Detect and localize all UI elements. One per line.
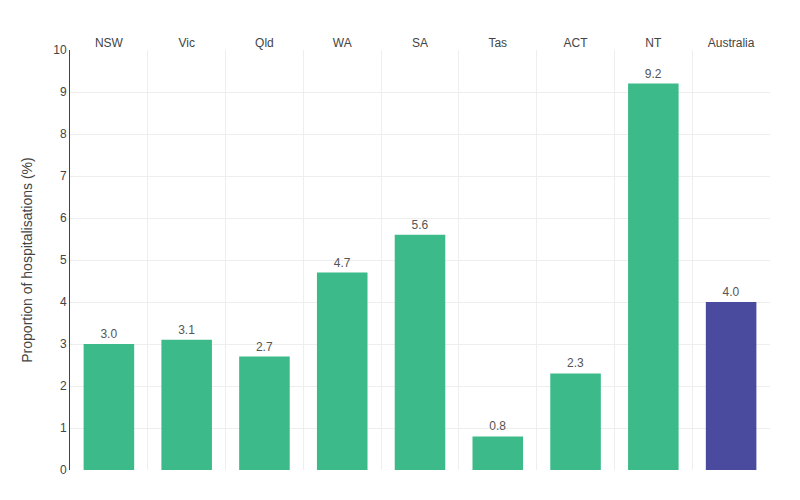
svg-text:ACT: ACT — [564, 36, 589, 50]
svg-text:9: 9 — [60, 85, 67, 99]
svg-text:9.2: 9.2 — [645, 67, 662, 81]
svg-text:WA: WA — [333, 36, 352, 50]
svg-text:4.0: 4.0 — [723, 285, 740, 299]
svg-text:3: 3 — [60, 337, 67, 351]
svg-text:2.3: 2.3 — [567, 356, 584, 370]
svg-text:6: 6 — [60, 211, 67, 225]
svg-text:2: 2 — [60, 379, 67, 393]
svg-text:7: 7 — [60, 169, 67, 183]
svg-text:Vic: Vic — [178, 36, 194, 50]
svg-text:5.6: 5.6 — [411, 218, 428, 232]
svg-text:2.7: 2.7 — [256, 340, 273, 354]
svg-text:Proportion of hospitalisations: Proportion of hospitalisations (%) — [19, 157, 35, 362]
svg-text:10: 10 — [53, 43, 67, 57]
svg-text:0: 0 — [60, 463, 67, 477]
svg-text:0.8: 0.8 — [489, 419, 506, 433]
svg-text:Tas: Tas — [488, 36, 507, 50]
svg-text:SA: SA — [412, 36, 428, 50]
svg-text:NT: NT — [645, 36, 662, 50]
svg-text:4: 4 — [60, 295, 67, 309]
svg-text:NSW: NSW — [95, 36, 124, 50]
svg-text:8: 8 — [60, 127, 67, 141]
svg-text:3.1: 3.1 — [178, 323, 195, 337]
svg-text:4.7: 4.7 — [334, 256, 351, 270]
svg-text:5: 5 — [60, 253, 67, 267]
svg-text:Australia: Australia — [708, 36, 755, 50]
svg-text:3.0: 3.0 — [100, 327, 117, 341]
svg-text:Qld: Qld — [255, 36, 274, 50]
svg-text:1: 1 — [60, 421, 67, 435]
